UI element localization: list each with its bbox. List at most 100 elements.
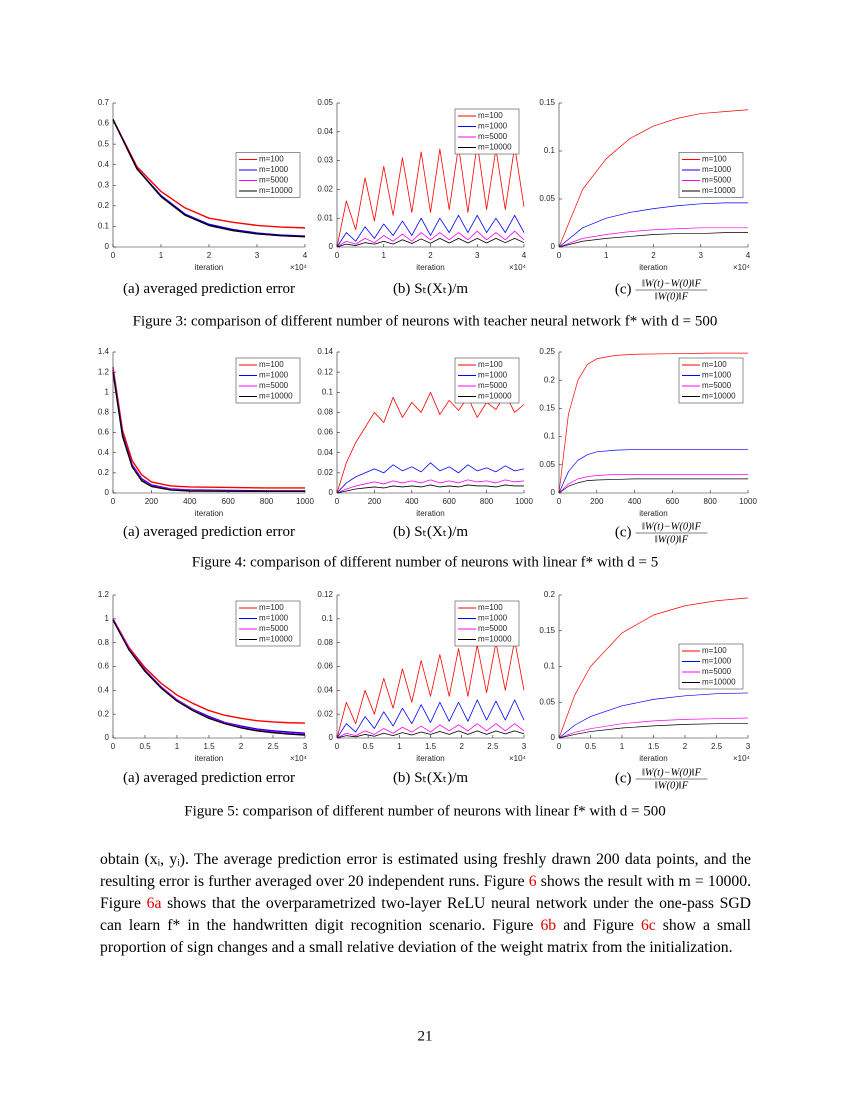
x-tick-label: 1.5 — [648, 742, 660, 751]
chart: 0 0.02 0.04 0.06 0.08 0.1 0.12 0.14 0 200 400 600 80… — [317, 347, 533, 540]
y-tick-label: 0.05 — [539, 194, 555, 203]
legend-label: m=1000 — [259, 165, 289, 174]
legend-box — [678, 643, 744, 690]
x-tick-label: 3 — [303, 742, 308, 751]
x-tick-label: 0 — [557, 497, 562, 506]
x-tick-label: 0 — [111, 497, 116, 506]
figure-reference[interactable]: 6 — [528, 873, 537, 890]
series-line — [558, 449, 748, 494]
series-line — [336, 462, 525, 494]
x-axis-label: iteration — [195, 509, 223, 518]
series-line — [336, 237, 525, 248]
chart: 0 0.05 0.1 0.15 0.2 0.25 0 200 400 600 800 1000 iter… — [539, 347, 757, 545]
y-tick-label: 0.15 — [539, 626, 555, 635]
y-tick-label: 0.02 — [317, 185, 333, 194]
figure-reference[interactable]: 6a — [146, 895, 162, 912]
x-axis-label: iteration — [195, 263, 223, 272]
y-tick-label: 0.4 — [98, 160, 110, 169]
legend-label: m=100 — [702, 360, 727, 369]
x-tick-label: 1 — [159, 251, 164, 260]
x-tick-label: 3 — [255, 251, 260, 260]
y-tick-label: 0 — [105, 242, 110, 251]
x-exponent-label: ×10⁴ — [290, 754, 308, 763]
y-tick-label: 0.2 — [544, 590, 556, 599]
x-tick-label: 2 — [459, 742, 464, 751]
legend-label: m=1000 — [259, 614, 289, 623]
paragraph-text: obtain (xᵢ, yᵢ). The average prediction … — [100, 851, 751, 890]
x-tick-label: 800 — [480, 497, 494, 506]
series-line — [558, 692, 749, 739]
series-line — [558, 227, 748, 248]
y-tick-label: 0 — [329, 488, 334, 497]
x-tick-label: 200 — [368, 497, 382, 506]
x-tick-label: 1 — [175, 742, 180, 751]
x-tick-label: 200 — [145, 497, 159, 506]
legend-label: m=1000 — [478, 122, 508, 131]
y-tick-label: 0.3 — [98, 180, 110, 189]
subcaption-label: (c) — [615, 770, 632, 786]
figure-reference[interactable]: 6b — [540, 917, 557, 934]
x-exponent-label: ×10⁴ — [509, 754, 527, 763]
legend-label: m=5000 — [702, 176, 732, 185]
subcaption-label: (a) — [123, 770, 140, 786]
legend-box — [235, 152, 301, 198]
y-tick-label: 1.2 — [98, 367, 110, 376]
y-tick-label: 0.4 — [98, 448, 110, 457]
subcaption-numerator: ‖W(t)−W(0)‖F — [642, 278, 702, 289]
y-tick-label: 0.1 — [544, 662, 556, 671]
x-tick-label: 1000 — [739, 497, 757, 506]
x-tick-label: 4 — [522, 251, 527, 260]
x-tick-label: 3 — [522, 742, 527, 751]
series-line — [336, 639, 525, 739]
legend-label: m=5000 — [702, 381, 732, 390]
legend-label: m=100 — [478, 603, 503, 612]
paragraph-text: show a small proportion of sign changes … — [100, 917, 752, 956]
x-tick-label: 600 — [222, 497, 236, 506]
x-tick-label: 2.5 — [267, 742, 279, 751]
x-tick-label: 1 — [604, 251, 609, 260]
x-tick-label: 0.5 — [363, 742, 375, 751]
subcaption: (b) Sₜ(Xₜ)/m — [393, 524, 468, 540]
x-axis-label: iteration — [416, 754, 444, 763]
y-tick-label: 0.05 — [539, 460, 555, 469]
y-tick-label: 0 — [105, 488, 110, 497]
y-tick-label: 0.5 — [98, 139, 110, 148]
x-tick-label: 200 — [590, 497, 604, 506]
x-axis-label: iteration — [416, 509, 444, 518]
legend-label: m=10000 — [478, 392, 512, 401]
x-tick-label: 400 — [183, 497, 197, 506]
chart: 0 0.2 0.4 0.6 0.8 1 1.2 0 0.5 1 1.5 2 2.5 3 iteration ×… — [98, 590, 308, 786]
series-line — [112, 372, 305, 492]
legend-label: m=100 — [702, 646, 727, 655]
subcaption-numerator: ‖W(t)−W(0)‖F — [642, 767, 702, 778]
y-tick-label: 0.02 — [317, 709, 333, 718]
series-line — [558, 232, 748, 248]
chart: 0 0.02 0.04 0.06 0.08 0.1 0.12 0 0.5 1 1.5 2 2.5 3 ite… — [317, 590, 526, 786]
paragraph-text: and Figure — [556, 917, 641, 934]
x-tick-label: 0 — [557, 251, 562, 260]
x-tick-label: 1000 — [296, 497, 314, 506]
series-line — [112, 619, 306, 736]
subcaption: (b) Sₜ(Xₜ)/m — [393, 281, 468, 297]
x-tick-label: 1.5 — [203, 742, 215, 751]
x-exponent-label: ×10⁴ — [733, 754, 751, 763]
chart: 0 0.05 0.1 0.15 0.2 0 0.5 1 1.5 2 2.5 3 iteration ×10… — [539, 590, 750, 791]
y-tick-label: 0 — [551, 242, 556, 251]
series-line — [558, 478, 748, 494]
figure-reference[interactable]: 6c — [640, 917, 656, 934]
x-axis-label: iteration — [416, 263, 444, 272]
legend-box — [454, 357, 520, 404]
chart: 0 0.1 0.2 0.3 0.4 0.5 0.6 0.7 0 1 2 3 4 iteration ×10⁴… — [98, 98, 308, 297]
y-tick-label: 0.6 — [98, 428, 110, 437]
series-line — [336, 214, 525, 248]
y-tick-label: 0.15 — [539, 404, 555, 413]
subcaption: (a) averaged prediction error — [123, 281, 295, 297]
paragraph-text: shows that the overparametrized two-laye… — [100, 895, 751, 934]
x-tick-label: 0.5 — [139, 742, 151, 751]
y-tick-label: 0.1 — [322, 614, 334, 623]
legend-label: m=10000 — [702, 392, 736, 401]
x-tick-label: 400 — [405, 497, 419, 506]
series-line — [336, 142, 525, 248]
y-tick-label: 0 — [551, 733, 556, 742]
